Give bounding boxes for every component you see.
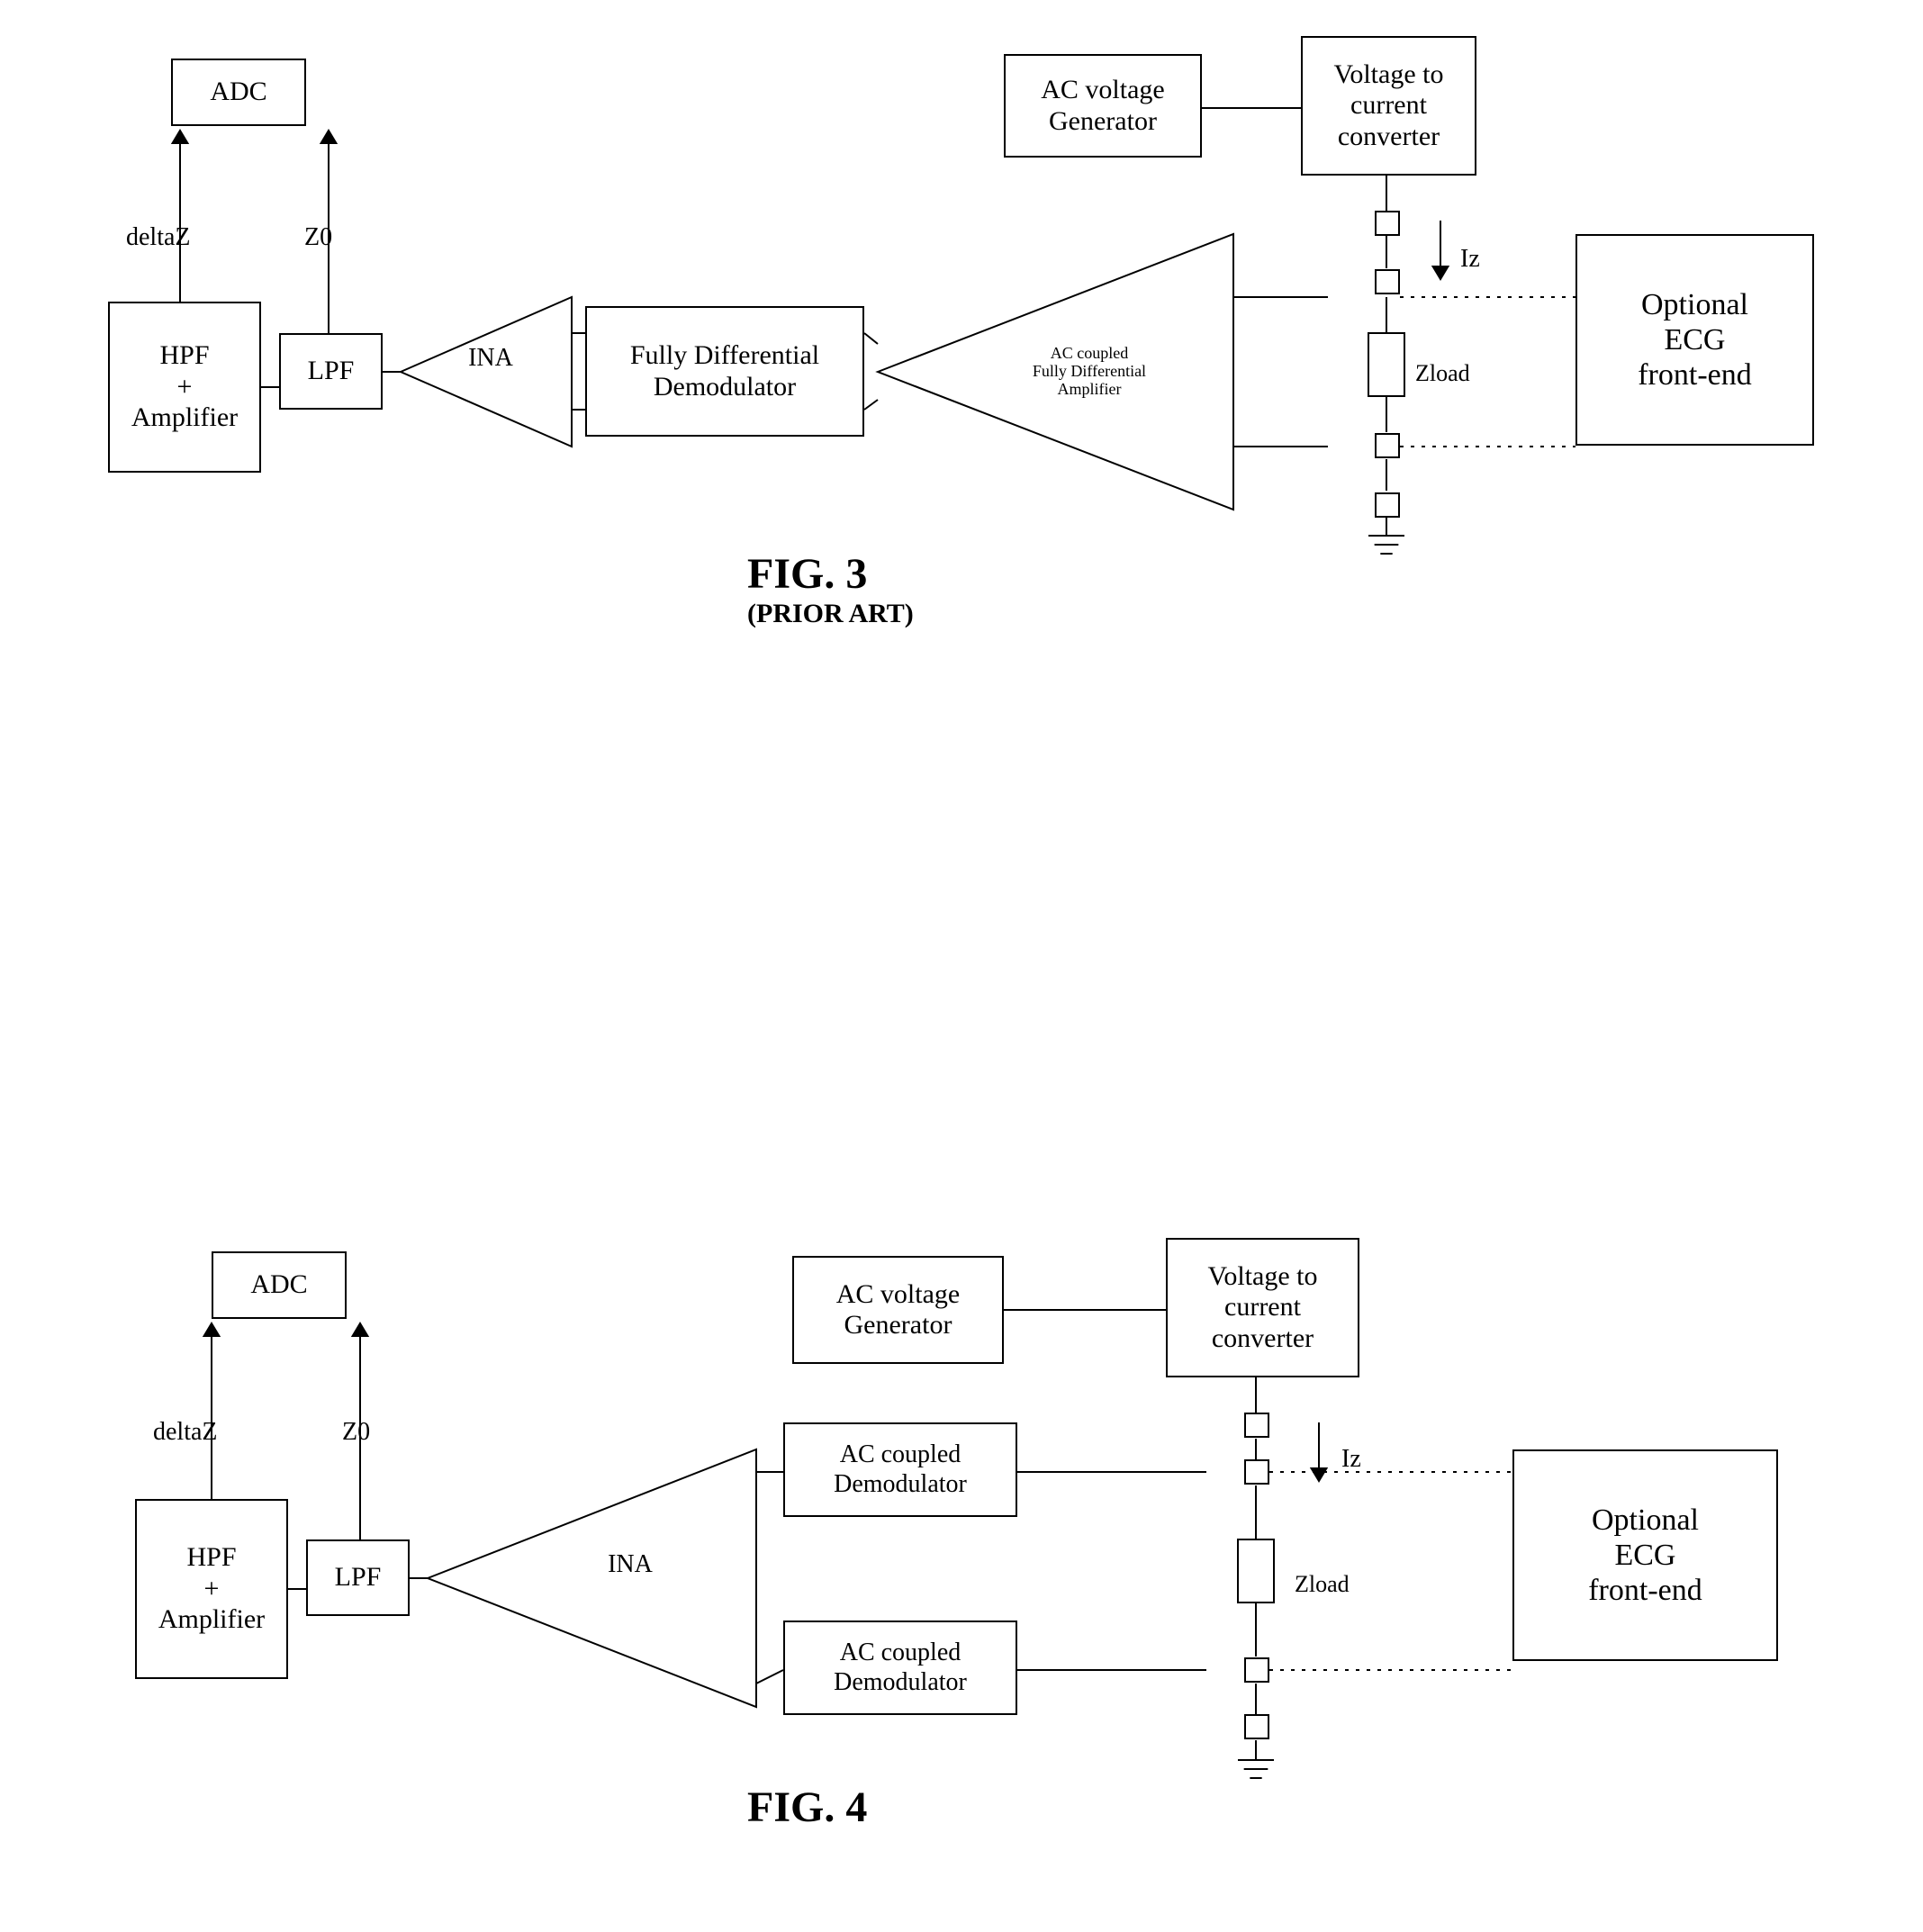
fig4-demod1-box: AC coupled Demodulator [783, 1422, 1017, 1517]
fig4-demod1-label: AC coupled Demodulator [834, 1440, 967, 1498]
fig4-acgen-box: AC voltage Generator [792, 1256, 1004, 1364]
fig3-Zload-label: Zload [1415, 360, 1470, 387]
fig4-lpf-box: LPF [306, 1539, 410, 1616]
fig4-adc-box: ADC [212, 1251, 347, 1319]
fig4-adc-label: ADC [250, 1269, 307, 1301]
fig3-deltaZ-label: deltaZ [126, 223, 191, 252]
fig3-Z0-label: Z0 [304, 223, 332, 252]
fig4-lpf-label: LPF [335, 1562, 382, 1593]
fig4-v2i-label: Voltage to current converter [1208, 1261, 1318, 1355]
fig3-acgen-label: AC voltage Generator [1041, 75, 1164, 137]
fig4-deltaZ-label: deltaZ [153, 1418, 218, 1447]
fig4-hpf_amp-label: HPF + Amplifier [158, 1542, 265, 1636]
fig3-Iz-label: Iz [1460, 245, 1480, 274]
fig4-acgen-label: AC voltage Generator [836, 1279, 960, 1341]
fig3-adc-box: ADC [171, 59, 306, 126]
fig3-v2i-label: Voltage to current converter [1334, 59, 1444, 153]
fig3-ina-label: INA [410, 345, 572, 373]
fig3-hpf_amp-box: HPF + Amplifier [108, 302, 261, 473]
fig3-acgen-box: AC voltage Generator [1004, 54, 1202, 158]
fig4-ecg-label: Optional ECG front-end [1588, 1503, 1702, 1608]
fig4-ina-label: INA [549, 1551, 711, 1579]
fig4-Iz-label: Iz [1341, 1445, 1361, 1474]
fig3-lpf-box: LPF [279, 333, 383, 410]
fig4-hpf_amp-box: HPF + Amplifier [135, 1499, 288, 1679]
fig4-ecg-box: Optional ECG front-end [1512, 1449, 1778, 1661]
fig3-adc-label: ADC [210, 77, 266, 108]
fig3-demod-label: Fully Differential Demodulator [630, 340, 819, 402]
fig4-demod2-box: AC coupled Demodulator [783, 1621, 1017, 1715]
fig4-demod2-label: AC coupled Demodulator [834, 1639, 967, 1696]
fig3-ecg-box: Optional ECG front-end [1575, 234, 1814, 446]
fig3-fdamp-label: AC coupled Fully Differential Amplifier [1008, 345, 1170, 398]
fig3-lpf-label: LPF [308, 356, 355, 387]
fig3-caption: FIG. 3 [747, 549, 867, 599]
fig3-subcaption: (PRIOR ART) [747, 599, 914, 629]
fig4-caption: FIG. 4 [747, 1783, 867, 1832]
fig3-v2i-box: Voltage to current converter [1301, 36, 1476, 176]
fig4-Z0-label: Z0 [342, 1418, 370, 1447]
fig4-v2i-box: Voltage to current converter [1166, 1238, 1359, 1377]
fig3-hpf_amp-label: HPF + Amplifier [131, 340, 238, 434]
fig3-demod-box: Fully Differential Demodulator [585, 306, 864, 437]
fig3-ecg-label: Optional ECG front-end [1638, 287, 1752, 393]
fig4-Zload-label: Zload [1295, 1571, 1350, 1598]
